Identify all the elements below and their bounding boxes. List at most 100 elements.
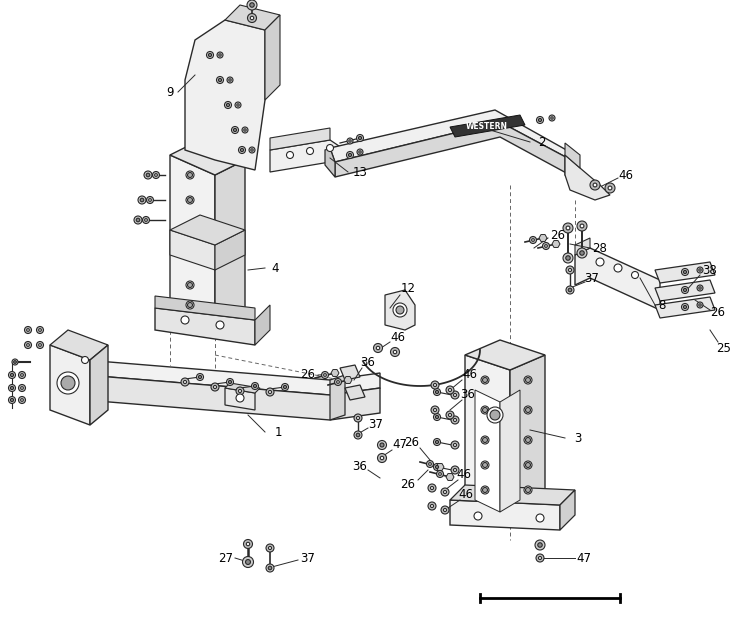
Circle shape [239,146,245,153]
Polygon shape [85,360,380,395]
Polygon shape [225,388,255,410]
Circle shape [448,413,451,417]
Circle shape [380,443,384,447]
Text: 37: 37 [584,271,600,284]
Circle shape [524,461,532,469]
Circle shape [697,267,703,273]
Polygon shape [270,128,330,150]
Circle shape [563,223,573,233]
Text: 26: 26 [300,368,316,381]
Text: 37: 37 [368,418,383,431]
Circle shape [134,216,142,224]
Circle shape [249,147,255,153]
Circle shape [324,374,327,376]
Polygon shape [330,110,575,162]
Circle shape [337,381,339,383]
Polygon shape [255,305,270,345]
Text: 38: 38 [702,263,717,276]
Circle shape [282,384,288,391]
Circle shape [566,226,570,230]
Polygon shape [552,240,560,247]
Circle shape [443,491,446,494]
Polygon shape [185,20,265,170]
Circle shape [236,394,244,402]
Circle shape [217,52,223,58]
Circle shape [21,399,23,401]
Polygon shape [155,308,255,345]
Circle shape [434,384,437,386]
Circle shape [242,556,253,567]
Circle shape [357,149,363,155]
Circle shape [57,372,79,394]
Circle shape [542,242,550,250]
Circle shape [359,151,361,153]
Circle shape [377,454,387,462]
Circle shape [446,411,454,419]
Polygon shape [90,345,108,425]
Circle shape [253,384,257,387]
Text: 13: 13 [352,166,368,179]
Circle shape [18,397,26,404]
Circle shape [536,514,544,522]
Circle shape [566,256,570,260]
Circle shape [699,304,701,306]
Circle shape [214,386,217,389]
Polygon shape [575,248,660,310]
Circle shape [357,135,363,142]
Circle shape [142,216,150,224]
Circle shape [144,171,152,179]
Polygon shape [215,160,245,330]
Circle shape [430,486,434,489]
Circle shape [482,488,487,493]
Circle shape [21,387,23,389]
Circle shape [187,172,192,177]
Polygon shape [50,330,108,360]
Circle shape [434,413,440,420]
Circle shape [699,269,701,271]
Circle shape [251,149,253,151]
Polygon shape [85,375,380,420]
Circle shape [443,509,446,512]
Circle shape [566,286,574,294]
Circle shape [524,406,532,414]
Circle shape [241,148,244,151]
Polygon shape [50,345,90,425]
Text: 3: 3 [574,431,581,444]
Polygon shape [565,152,575,178]
Circle shape [266,564,274,572]
Circle shape [435,465,439,468]
Circle shape [454,468,457,472]
Circle shape [531,239,534,242]
Text: 46: 46 [459,488,473,501]
Circle shape [441,506,449,514]
Polygon shape [500,390,520,512]
Polygon shape [344,376,352,383]
Text: 4: 4 [272,261,279,274]
Circle shape [247,14,256,22]
Circle shape [697,285,703,291]
Circle shape [526,378,531,383]
Polygon shape [539,235,547,242]
Circle shape [9,384,15,391]
Polygon shape [170,155,215,330]
Circle shape [145,219,148,221]
Circle shape [580,251,584,255]
Circle shape [236,387,244,395]
Circle shape [186,196,194,204]
Polygon shape [450,115,525,137]
Polygon shape [575,238,590,255]
Circle shape [225,101,231,109]
Circle shape [526,407,531,412]
Text: 28: 28 [592,242,608,255]
Circle shape [482,438,487,442]
Circle shape [12,359,18,365]
Circle shape [430,504,434,507]
Circle shape [10,386,13,389]
Text: 12: 12 [401,282,415,295]
Circle shape [155,174,157,176]
Circle shape [454,444,457,447]
Circle shape [227,77,233,83]
Text: 25: 25 [716,342,732,355]
Polygon shape [215,230,245,270]
Polygon shape [225,5,280,30]
